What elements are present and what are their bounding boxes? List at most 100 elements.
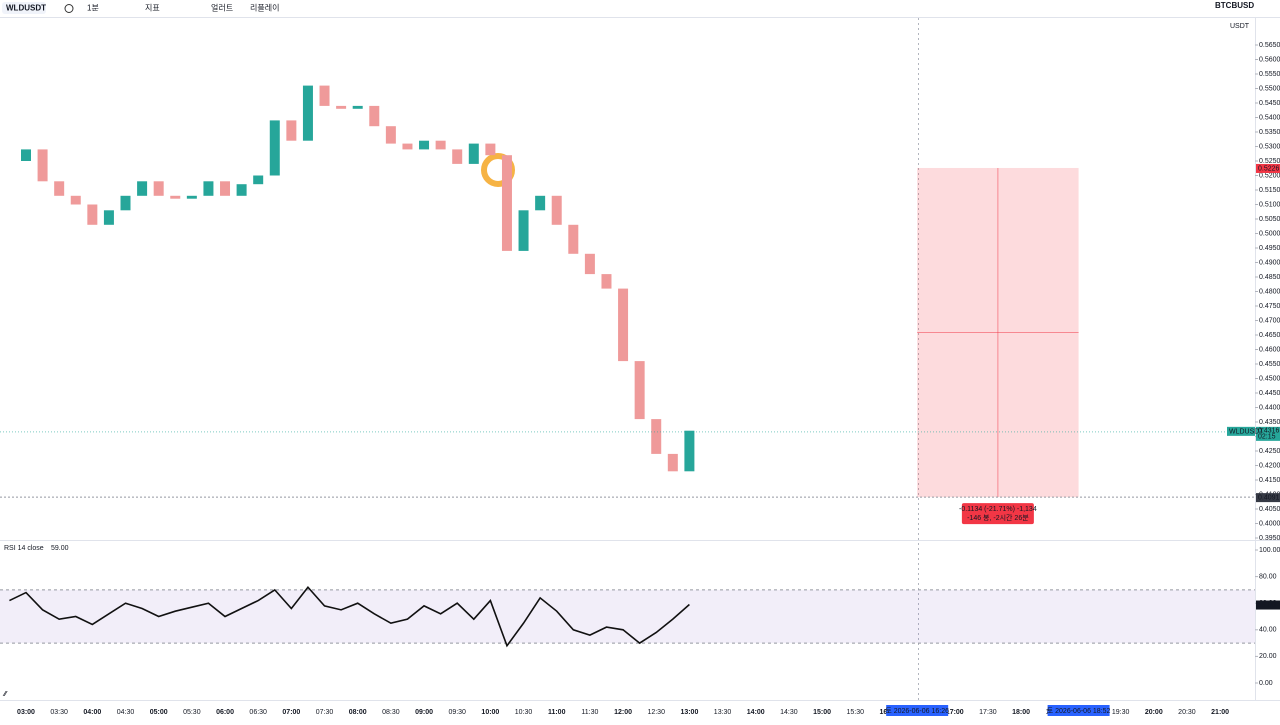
candle bbox=[170, 195, 181, 199]
time-label: 20:30 bbox=[1178, 709, 1196, 716]
rsi-tick-label: 20.00 bbox=[1259, 653, 1277, 660]
candle bbox=[419, 140, 430, 150]
candle bbox=[369, 105, 380, 127]
price-tick-label: 0.4150 bbox=[1259, 477, 1280, 484]
indicators[interactable]: 지표 bbox=[145, 4, 160, 13]
interval[interactable]: 1분 bbox=[87, 4, 99, 13]
time-label: 04:00 bbox=[83, 709, 101, 716]
candle bbox=[385, 126, 396, 144]
add-symbol[interactable] bbox=[64, 4, 74, 13]
price-tick-label: 0.5100 bbox=[1259, 201, 1280, 208]
time-label: 10:30 bbox=[515, 709, 533, 716]
price-tick-label: 0.4350 bbox=[1259, 419, 1280, 426]
candle bbox=[137, 181, 148, 196]
candle bbox=[37, 149, 48, 182]
time-label: 18:00 bbox=[1012, 709, 1030, 716]
symbol-box[interactable] bbox=[2, 2, 46, 14]
time-label: 14:00 bbox=[747, 709, 765, 716]
candle bbox=[684, 430, 695, 472]
candle bbox=[70, 195, 81, 205]
rsi-tick-label: 100.00 bbox=[1259, 547, 1280, 554]
top-price: 0.5226 bbox=[1258, 165, 1280, 172]
candle bbox=[87, 204, 98, 225]
time-label: 20:00 bbox=[1145, 709, 1163, 716]
candle bbox=[518, 210, 529, 251]
currency[interactable]: USDT bbox=[1230, 23, 1250, 30]
time-label: 07:30 bbox=[316, 709, 334, 716]
candle bbox=[236, 184, 247, 196]
candle bbox=[501, 155, 512, 251]
time-label: 09:30 bbox=[448, 709, 466, 716]
price-tick-label: 0.3950 bbox=[1259, 535, 1280, 542]
candle bbox=[103, 210, 114, 225]
time-label: 05:00 bbox=[150, 709, 168, 716]
candle bbox=[302, 85, 313, 141]
candle bbox=[551, 195, 562, 225]
time-label: 08:30 bbox=[382, 709, 400, 716]
candle bbox=[452, 149, 463, 164]
candle bbox=[153, 181, 164, 196]
price-tick-label: 0.5250 bbox=[1259, 158, 1280, 165]
price-tick-label: 0.5450 bbox=[1259, 100, 1280, 107]
candle bbox=[568, 224, 579, 254]
candle bbox=[535, 195, 546, 211]
time-marker: 토 2026-06-06 18:52 bbox=[1047, 707, 1111, 715]
price-tick-label: 0.4800 bbox=[1259, 288, 1280, 295]
time-label: 17:30 bbox=[979, 709, 997, 716]
compare-symbol[interactable]: BTCBUSD bbox=[1215, 1, 1254, 10]
symbol-tag-box bbox=[1227, 426, 1255, 436]
time-label: 11:30 bbox=[581, 709, 598, 716]
time-label: 19:30 bbox=[1112, 709, 1130, 716]
candle bbox=[402, 143, 413, 150]
time-marker: 토 2026-06-06 16:26 bbox=[885, 707, 949, 715]
time-label: 03:30 bbox=[50, 709, 68, 716]
price-tick-label: 0.4850 bbox=[1259, 274, 1280, 281]
position-stats: -146 봉, -2시간 26분 bbox=[967, 513, 1029, 522]
candle bbox=[485, 143, 496, 156]
rsi-label: RSI 14 close bbox=[4, 545, 44, 552]
bottom-price-box bbox=[1256, 493, 1280, 503]
candle bbox=[651, 419, 662, 454]
rsi-line bbox=[9, 585, 690, 648]
candle bbox=[203, 181, 214, 196]
price-tick-label: 0.5600 bbox=[1259, 56, 1280, 63]
price-tick-label: 0.5150 bbox=[1259, 187, 1280, 194]
time-label: 15:30 bbox=[846, 709, 864, 716]
time-label: 04:30 bbox=[117, 709, 135, 716]
candle bbox=[468, 143, 479, 164]
rsi-tick-label: 40.00 bbox=[1259, 627, 1277, 634]
rsi-current-box bbox=[1256, 600, 1280, 610]
time-label: 17:00 bbox=[946, 709, 964, 716]
candle bbox=[634, 361, 645, 420]
time-label: 09:00 bbox=[415, 709, 433, 716]
time-label: 06:30 bbox=[249, 709, 267, 716]
symbol-tag: WLDUSDT bbox=[1229, 429, 1264, 436]
price-tick-label: 0.5300 bbox=[1259, 143, 1280, 150]
time-label: 11:00 bbox=[548, 709, 566, 716]
symbol[interactable]: WLDUSDT bbox=[6, 4, 46, 13]
candle bbox=[667, 453, 678, 472]
rsi-value: 59.00 bbox=[51, 545, 69, 552]
highlight-circle bbox=[481, 153, 515, 187]
time-label: 05:30 bbox=[183, 709, 201, 716]
time-label: 12:00 bbox=[614, 709, 632, 716]
alert[interactable]: 얼러트 bbox=[211, 3, 233, 13]
price-tick-label: 0.4900 bbox=[1259, 259, 1280, 266]
time-marker-box bbox=[886, 705, 949, 716]
bottom-price: 0.4091 bbox=[1258, 494, 1280, 501]
price-tick-label: 0.4450 bbox=[1259, 390, 1280, 397]
price-tick-label: 0.5650 bbox=[1259, 42, 1280, 49]
price-tick-label: 0.5050 bbox=[1259, 216, 1280, 223]
replay[interactable]: 리플레이 bbox=[250, 3, 279, 13]
rsi-tick-label: 0.00 bbox=[1259, 680, 1273, 687]
candle bbox=[435, 140, 446, 150]
time-label: 12:30 bbox=[647, 709, 665, 716]
price-tick-label: 0.5400 bbox=[1259, 114, 1280, 121]
rsi-tick-label: 80.00 bbox=[1259, 573, 1277, 580]
time-marker-box bbox=[1047, 705, 1110, 716]
top-price-box bbox=[1256, 163, 1280, 173]
candle bbox=[618, 288, 629, 362]
logo: ⁄⁄ bbox=[2, 691, 8, 698]
price-tick-label: 0.4500 bbox=[1259, 375, 1280, 382]
